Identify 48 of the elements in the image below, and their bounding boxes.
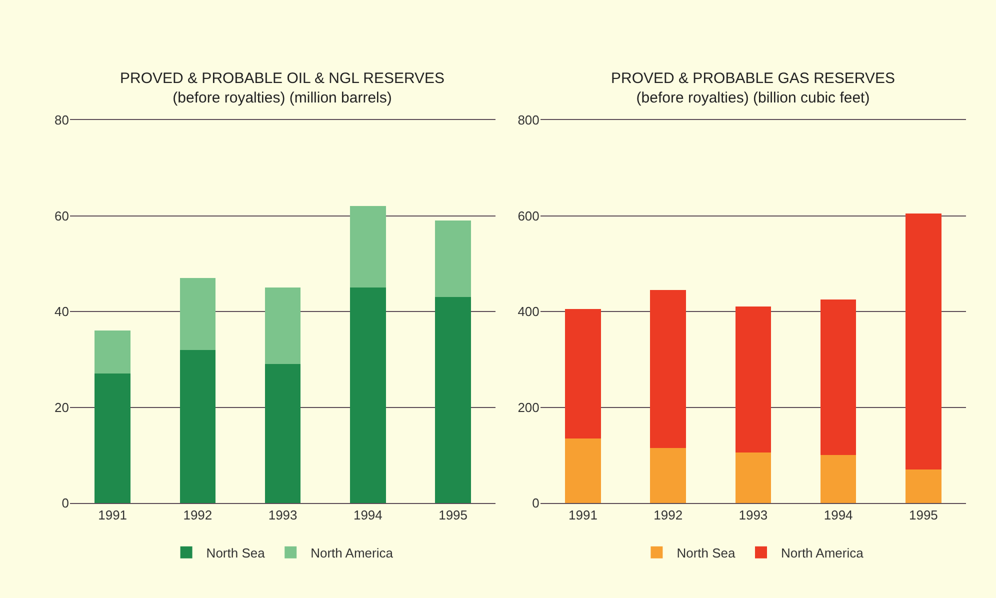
bar [350,206,386,288]
bar [650,448,686,503]
bar [94,330,130,374]
x-tick-label: 1992 [183,508,212,523]
y-tick-label: 60 [54,208,69,224]
y-tick-label: 20 [54,400,69,415]
bar [180,350,216,503]
y-tick-label: 0 [62,496,69,511]
x-tick-label: 1993 [268,508,298,523]
y-tick-label: 80 [54,112,69,128]
bar [264,288,301,364]
y-tick-label: 40 [54,304,69,320]
x-tick-label: 1994 [824,508,853,523]
chart-title: PROVED & PROBABLE GAS RESERVES [611,70,895,87]
y-tick-label: 800 [518,112,540,128]
bar [435,220,471,298]
bar [264,364,301,503]
x-tick-label: 1991 [98,508,128,523]
x-tick-label: 1995 [908,508,938,523]
chart-title: PROVED & PROBABLE OIL & NGL RESERVES [120,70,445,87]
legend-label: North America [781,545,864,560]
bar [350,288,386,503]
bar [650,290,686,448]
bar [735,306,772,453]
legend-label: North America [310,545,394,560]
bar [735,452,772,503]
x-tick-label: 1994 [353,508,382,523]
bar [820,300,856,456]
chart-subtitle: (before royalties) (million barrels) [172,90,392,106]
x-tick-label: 1993 [738,508,768,523]
y-tick-label: 400 [518,304,540,320]
x-tick-label: 1991 [568,508,598,523]
x-tick-label: 1992 [654,508,683,523]
x-tick-label: 1995 [438,508,468,523]
bar [435,297,471,503]
y-tick-label: 0 [532,496,540,511]
bar [820,455,856,503]
y-tick-label: 600 [518,208,540,224]
bar [906,469,942,503]
bar [180,278,216,350]
bar [906,213,942,470]
legend-label: North Sea [206,545,266,560]
chart-subtitle: (before royalties) (billion cubic feet) [636,90,870,106]
legend-label: North Sea [676,545,736,560]
bar [565,309,601,438]
bar [565,438,601,503]
y-tick-label: 200 [518,400,540,415]
bar [94,374,130,503]
